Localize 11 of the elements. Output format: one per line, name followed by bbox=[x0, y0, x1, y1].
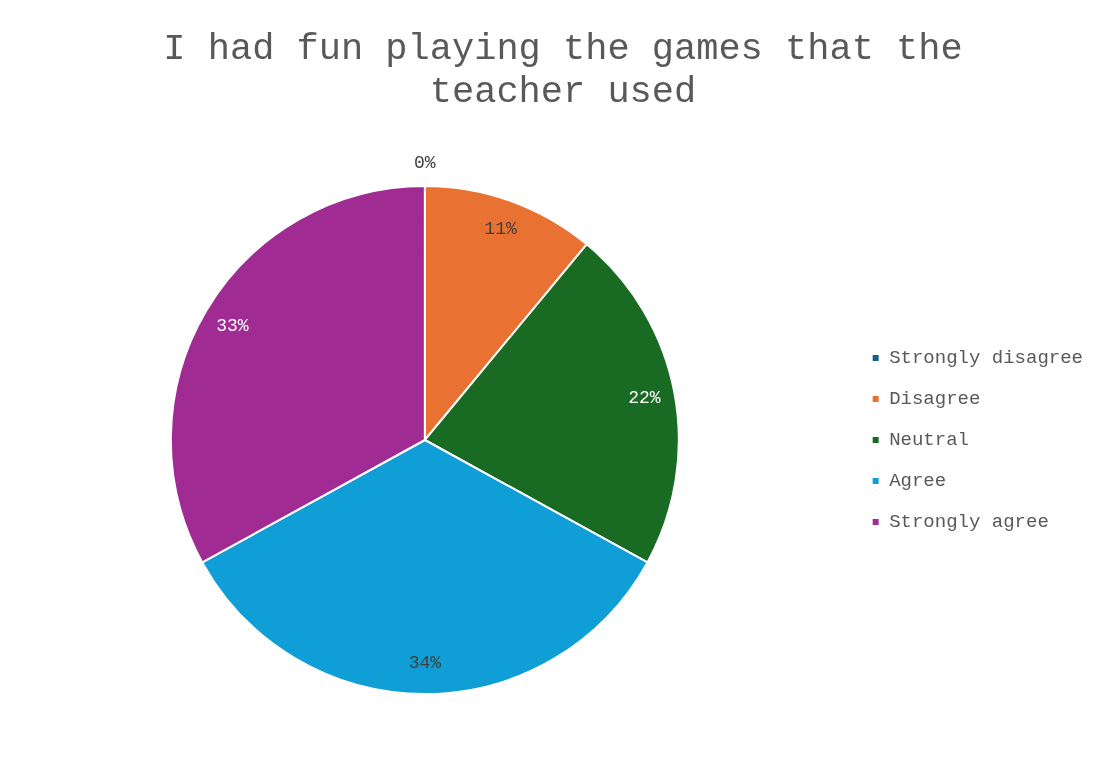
chart-title: I had fun playing the games that the teacher used bbox=[162, 28, 964, 114]
text: 0% bbox=[414, 152, 436, 173]
data-label: 22% bbox=[628, 387, 661, 408]
legend-label: Agree bbox=[889, 470, 947, 493]
data-label: 33% bbox=[216, 315, 249, 336]
data-label: 34% bbox=[408, 653, 442, 674]
legend-label: Neutral bbox=[889, 429, 969, 452]
legend-label: Disagree bbox=[889, 388, 981, 411]
legend-label: Strongly disagree bbox=[889, 347, 1084, 370]
legend-label: Strongly agree bbox=[889, 511, 1049, 534]
data-label: 11% bbox=[484, 219, 517, 240]
